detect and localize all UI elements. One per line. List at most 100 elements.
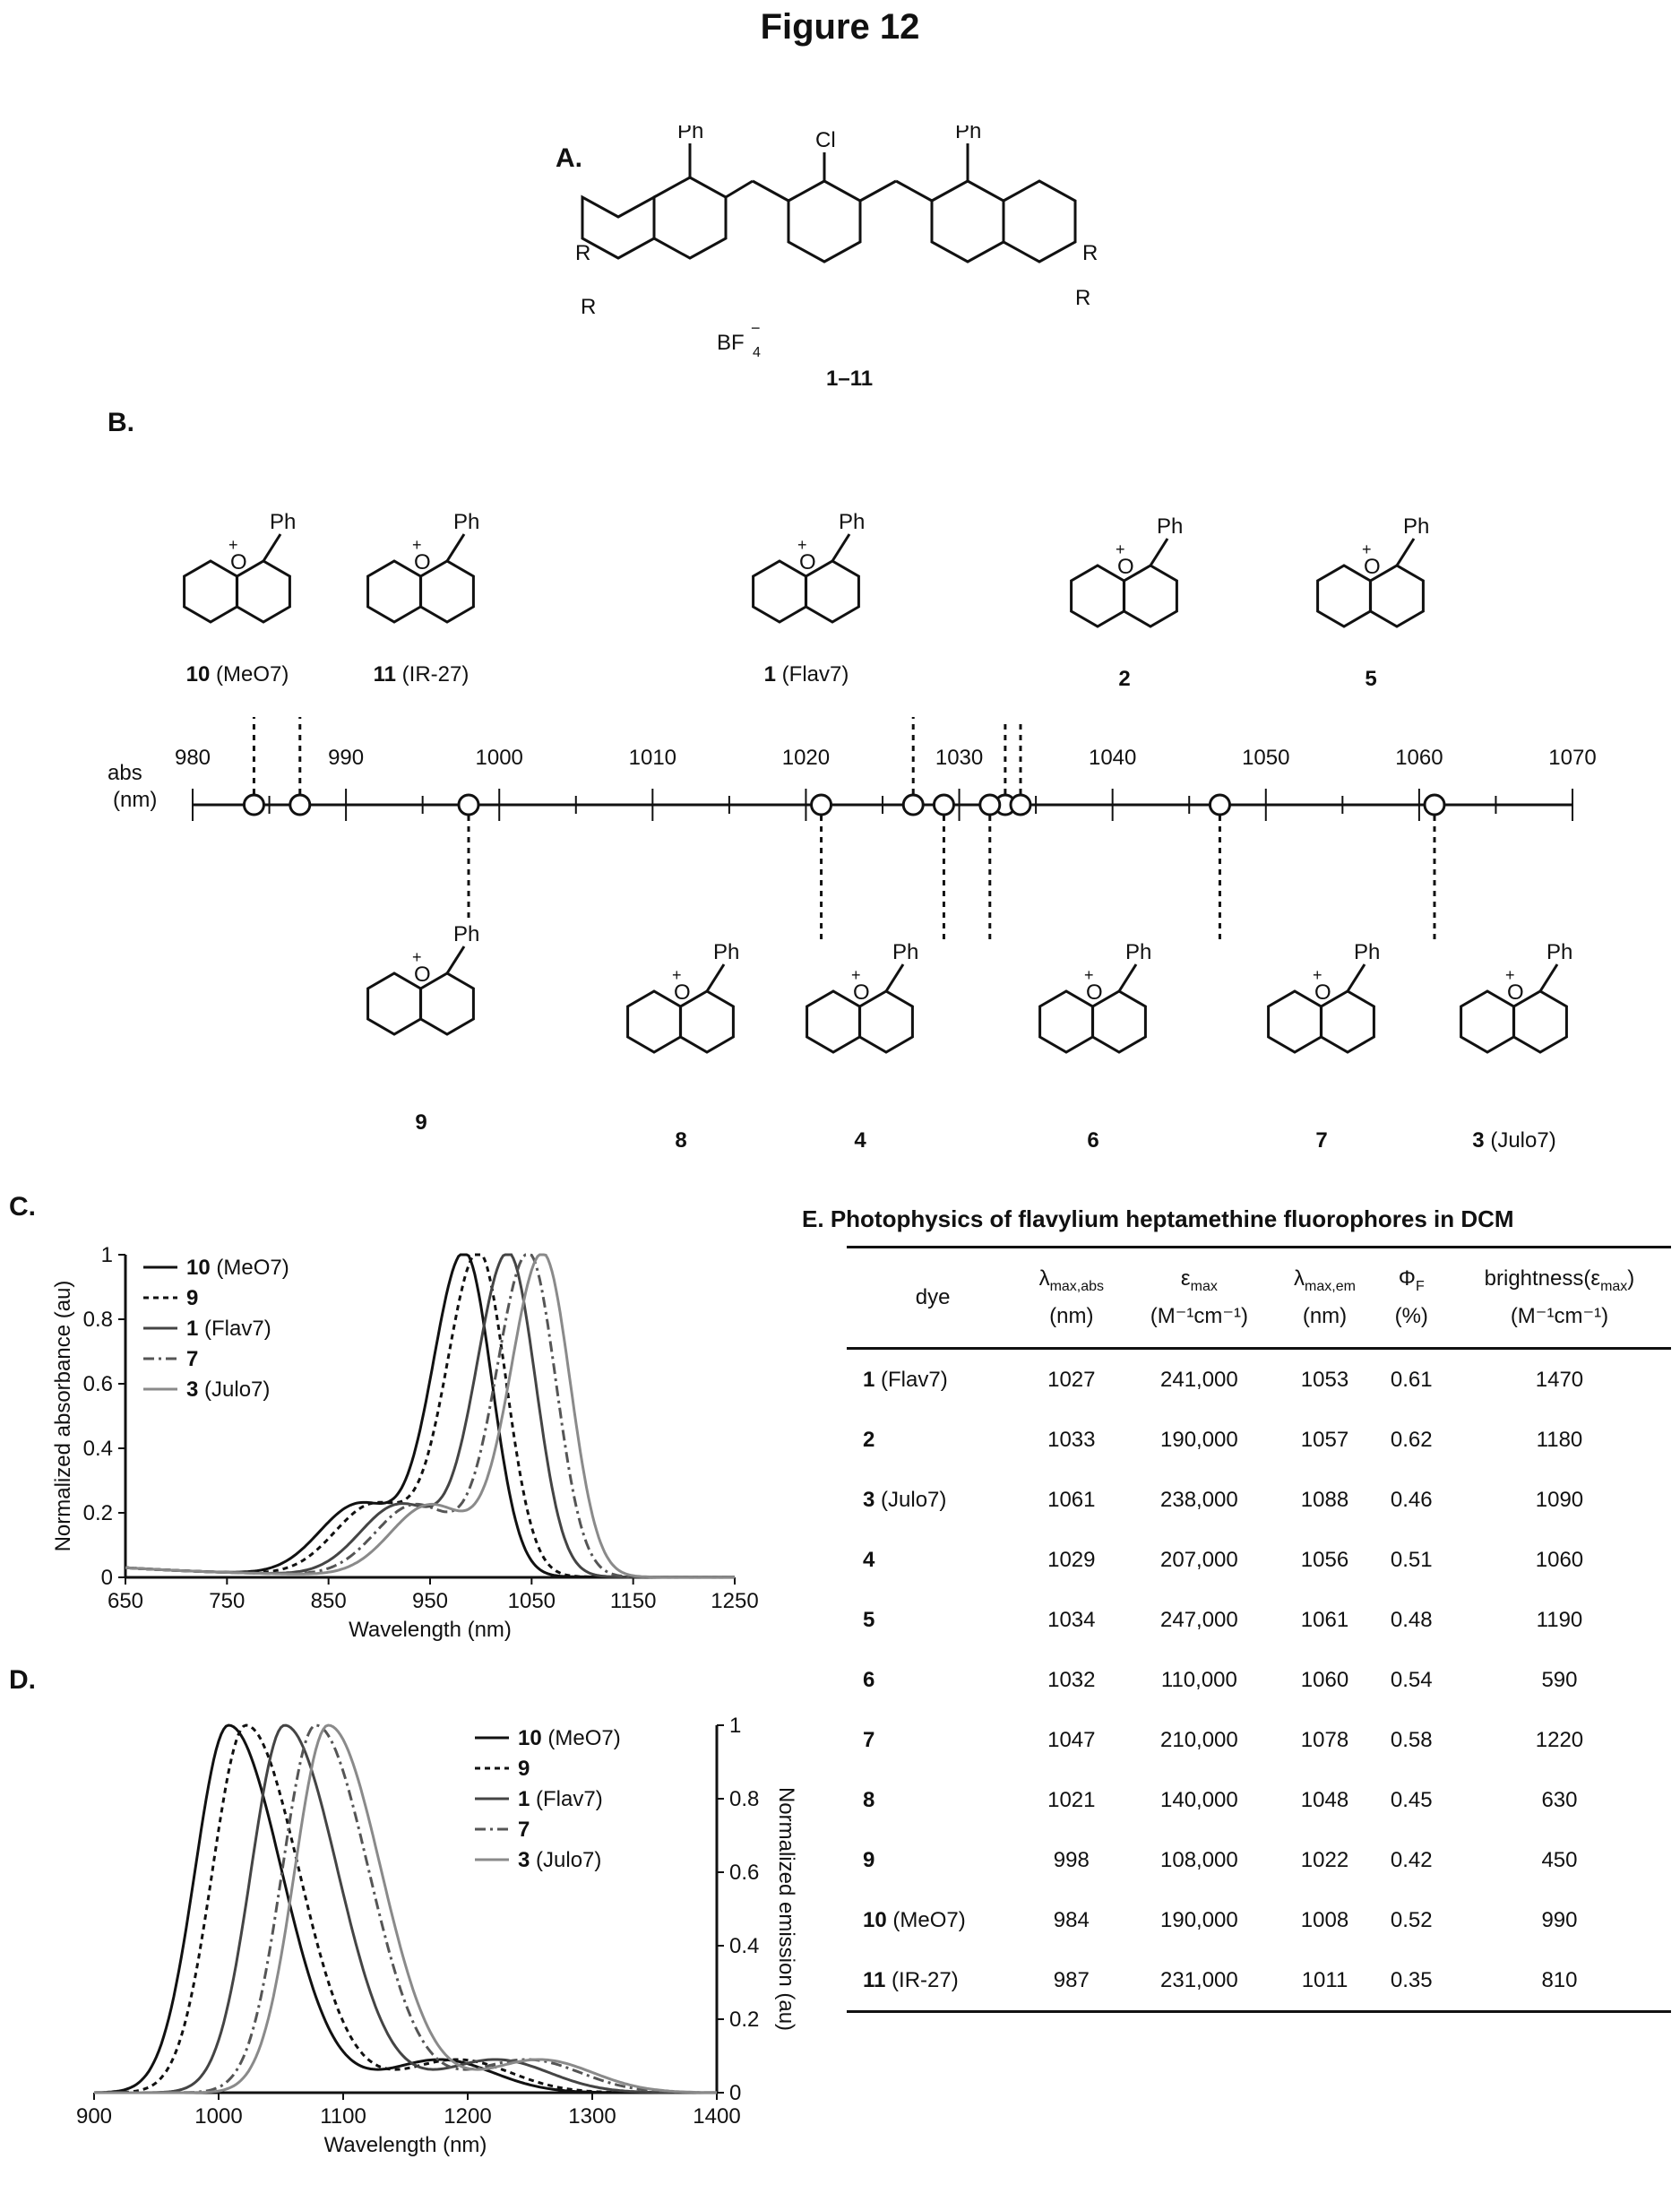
value-cell-abs: 1061 <box>1047 1487 1096 1512</box>
y-tick-label: 0.2 <box>83 1501 113 1525</box>
x-tick-label: 1200 <box>444 2104 491 2129</box>
pyrylium-ring <box>679 989 735 1054</box>
abs-tick-label: 990 <box>328 746 364 770</box>
value-cell-eps: 231,000 <box>1160 1967 1238 1992</box>
x-tick-label: 1050 <box>508 1589 556 1613</box>
y-tick-label: 0.8 <box>83 1308 113 1332</box>
ph-label: Ph <box>270 510 296 534</box>
value-cell-phi: 0.48 <box>1390 1607 1433 1632</box>
table-row: 6 1032 110,000 1060 0.54 590 <box>847 1650 1671 1710</box>
counterion-sub: 4 <box>753 345 761 360</box>
series-line <box>94 1723 717 2094</box>
pyrylium-ring <box>419 972 475 1036</box>
header-subscript: max,em <box>1305 1278 1356 1294</box>
abs-marker <box>1009 793 1032 816</box>
value-cell-abs: 984 <box>1053 1907 1090 1932</box>
ph-label: Ph <box>1403 514 1429 539</box>
compound-name: (MeO7) <box>210 662 289 687</box>
compound-structure: Ph O+ <box>183 510 296 624</box>
ph-label: Ph <box>892 940 918 964</box>
value-cell-abs: 1029 <box>1047 1547 1096 1572</box>
dye-number: 6 <box>863 1667 875 1692</box>
table-header-row: dye λmax,abs (nm) εmax (M⁻¹cm⁻¹) λmax,em (nm) Φ… <box>847 1247 1671 1349</box>
value-cell-abs: 1021 <box>1047 1787 1096 1812</box>
compound-number: 6 <box>1087 1128 1098 1153</box>
value-cell-em: 1057 <box>1300 1427 1349 1452</box>
x-tick-label: 900 <box>76 2104 112 2129</box>
charge-label: + <box>1313 966 1322 984</box>
abs-marker <box>1423 793 1446 816</box>
dye-number: 8 <box>863 1787 875 1812</box>
compound-number-label: 11 (IR-27) <box>374 662 470 687</box>
charge-label: + <box>412 948 422 966</box>
value-cell-em: 1088 <box>1300 1487 1349 1512</box>
oxygen-label: O <box>1364 555 1381 579</box>
figure-title: Figure 12 <box>760 7 920 47</box>
table-row: 2 1033 190,000 1057 0.62 1180 <box>847 1410 1671 1470</box>
charge-label: + <box>1362 540 1372 558</box>
panel-d-label: D. <box>9 1665 36 1695</box>
value-cell-phi: 0.51 <box>1390 1547 1433 1572</box>
benzo-ring <box>1460 989 1515 1054</box>
y-tick-label: 0 <box>101 1566 113 1590</box>
legend-number: 9 <box>518 1757 530 1781</box>
legend-number: 7 <box>186 1347 198 1371</box>
ph-bond <box>1117 963 1138 992</box>
value-cell-phi: 0.35 <box>1390 1967 1433 1992</box>
abs-tick-label: 1070 <box>1548 746 1596 770</box>
value-cell-em: 1022 <box>1300 1847 1349 1872</box>
x-axis-title: Wavelength (nm) <box>349 1618 512 1642</box>
right-benzo-ring <box>1002 179 1077 263</box>
header-close: ) <box>1627 1265 1635 1291</box>
dye-number: 9 <box>863 1847 875 1872</box>
x-tick-label: 650 <box>108 1589 143 1613</box>
compound-number-label: 5 <box>1365 667 1376 691</box>
benzo-ring <box>806 989 861 1054</box>
left-vinyl-bond-1 <box>725 179 754 199</box>
benzo-ring <box>1038 989 1094 1054</box>
abs-ticks: 980 990 1000 1010 1020 1030 1040 1050 1060 1070 <box>175 746 1597 821</box>
header-main: ε <box>1180 1265 1191 1291</box>
legend-entry: 3 (Julo7) <box>186 1378 270 1402</box>
value-cell-abs: 1032 <box>1047 1667 1096 1692</box>
legend-entry: 10 (MeO7) <box>518 1726 621 1750</box>
value-cell-em: 1048 <box>1300 1787 1349 1812</box>
table-row: 9 998 108,000 1022 0.42 450 <box>847 1830 1671 1890</box>
table-header-cell: λmax,abs (nm) <box>1019 1248 1124 1349</box>
y-tick-label: 0.4 <box>729 1934 759 1958</box>
table-row: 7 1047 210,000 1078 0.58 1220 <box>847 1710 1671 1770</box>
header-main: brightness(ε <box>1484 1265 1601 1291</box>
cl-text: Cl <box>815 128 836 152</box>
compound-range-text: 1–11 <box>826 367 873 391</box>
compound-name: (Flav7) <box>776 662 849 687</box>
dye-number: 3 <box>863 1487 875 1512</box>
value-cell-em: 1053 <box>1300 1367 1349 1392</box>
right-ph-text: Ph <box>955 125 981 143</box>
panel-e-label: E. <box>802 1205 824 1232</box>
y-tick-label: 0.6 <box>729 1861 759 1885</box>
abs-tick-label: 1020 <box>782 746 830 770</box>
value-cell-eps: 210,000 <box>1160 1727 1238 1752</box>
photophysics-table: dye λmax,abs (nm) εmax (M⁻¹cm⁻¹) λmax,em (nm) Φ… <box>847 1246 1671 2013</box>
value-cell-abs: 1027 <box>1047 1367 1096 1392</box>
dye-number: 5 <box>863 1607 875 1632</box>
table-row: 10 (MeO7) 984 190,000 1008 0.52 990 <box>847 1890 1671 1950</box>
compound-structure: Ph O+ <box>1267 940 1380 1054</box>
table-row: 3 (Julo7) 1061 238,000 1088 0.46 1090 <box>847 1470 1671 1530</box>
compound-structure: Ph O+ <box>1038 940 1151 1054</box>
compound-structure: Ph O+ <box>626 940 739 1054</box>
dye-cell: 10 (MeO7) <box>847 1890 1019 1950</box>
compound-number-label: 9 <box>415 1110 426 1135</box>
pyrylium-ring <box>1369 564 1425 628</box>
value-cell-eps: 108,000 <box>1160 1847 1238 1872</box>
header-main: λ <box>1294 1265 1305 1291</box>
legend-name: (Julo7) <box>530 1848 601 1872</box>
value-cell-eps: 241,000 <box>1160 1367 1238 1392</box>
abs-marker <box>901 793 925 816</box>
counterion-text: BF <box>717 331 745 355</box>
value-cell-phi: 0.46 <box>1390 1487 1433 1512</box>
legend-number: 10 <box>186 1256 211 1280</box>
oxygen-label: O <box>674 980 691 1005</box>
value-cell-em: 1056 <box>1300 1547 1349 1572</box>
compound-number: 1 <box>764 662 776 687</box>
